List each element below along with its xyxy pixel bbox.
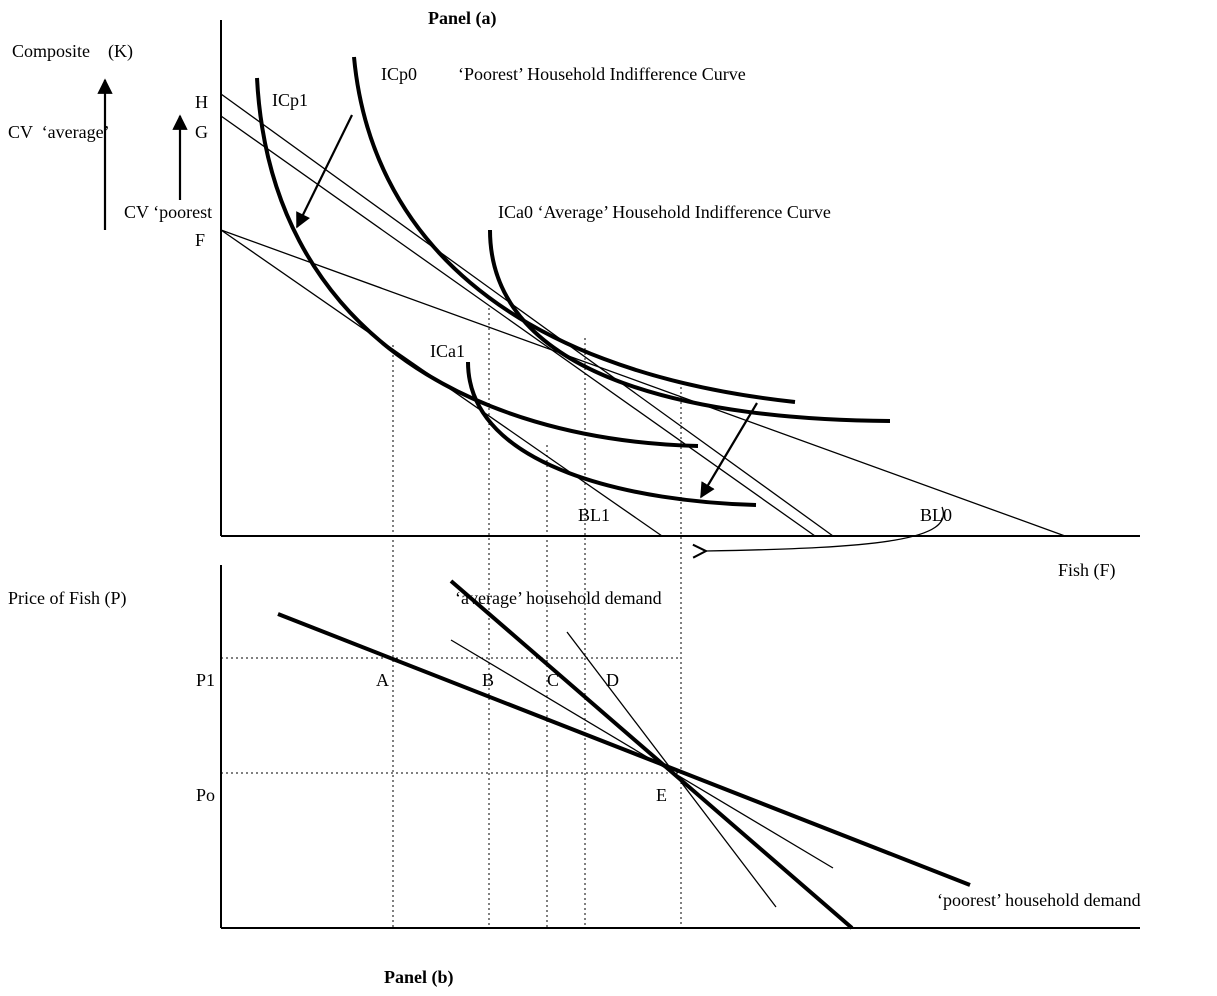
- bl0-label: BL0: [920, 505, 952, 525]
- point-d-label: D: [606, 670, 619, 690]
- point-f-label: F: [195, 230, 205, 250]
- point-h-label: H: [195, 92, 208, 112]
- point-a-label: A: [376, 670, 389, 690]
- panel-b-y-axis-label: Price of Fish (P): [8, 588, 127, 609]
- vertical-guides: [392, 308, 682, 928]
- price-po-label: Po: [196, 785, 215, 805]
- point-e-label: E: [656, 785, 667, 805]
- poorest-demand-label: ‘poorest’ household demand: [937, 890, 1141, 910]
- indifference-curve-ica1: [466, 361, 757, 507]
- budget-line-h: [220, 93, 834, 537]
- panel-a-x-axis-label: Fish (F): [1058, 560, 1116, 581]
- point-c-label: C: [547, 670, 559, 690]
- poorest-demand-curve: [277, 612, 971, 887]
- point-g-label: G: [195, 122, 208, 142]
- ica1-label: ICa1: [430, 341, 465, 361]
- budget-line-bl0: [220, 229, 1066, 537]
- panel-a: Panel (a) Composite (K) Fish (F) CV ‘ave…: [8, 8, 1140, 581]
- average-demand-curve: [449, 579, 854, 930]
- ica-shift-arrow-icon: [700, 402, 758, 499]
- price-p1-label: P1: [196, 670, 215, 690]
- panel-a-y-axis-label: Composite (K): [12, 41, 133, 62]
- bl-shift-arrow-icon: [706, 506, 945, 551]
- icp1-label: ICp1: [272, 90, 308, 110]
- icp0-label: ICp0: [381, 64, 417, 84]
- panel-b: Price of Fish (P) P1 Po A B C D E ‘avera…: [8, 565, 1141, 988]
- indifference-curve-icp0: [352, 56, 796, 404]
- cv-average-label: CV ‘average’: [8, 122, 110, 142]
- panel-b-title: Panel (b): [384, 967, 454, 988]
- budget-line-g: [220, 115, 816, 537]
- demand-line-b: [450, 639, 834, 869]
- icp-shift-arrow-icon: [296, 114, 353, 229]
- point-b-label: B: [482, 670, 494, 690]
- bl1-label: BL1: [578, 505, 610, 525]
- indifference-curve-ica0: [488, 229, 891, 423]
- icp0-description: ‘Poorest’ Household Indifference Curve: [458, 64, 746, 84]
- indifference-curve-icp1: [255, 77, 699, 448]
- average-demand-label: ‘average’ household demand: [455, 588, 662, 608]
- cv-poorest-label: CV ‘poorest: [124, 202, 212, 222]
- demand-line-d: [566, 631, 777, 908]
- panel-a-title: Panel (a): [428, 8, 496, 29]
- ica0-label: ICa0 ‘Average’ Household Indifference Cu…: [498, 202, 831, 222]
